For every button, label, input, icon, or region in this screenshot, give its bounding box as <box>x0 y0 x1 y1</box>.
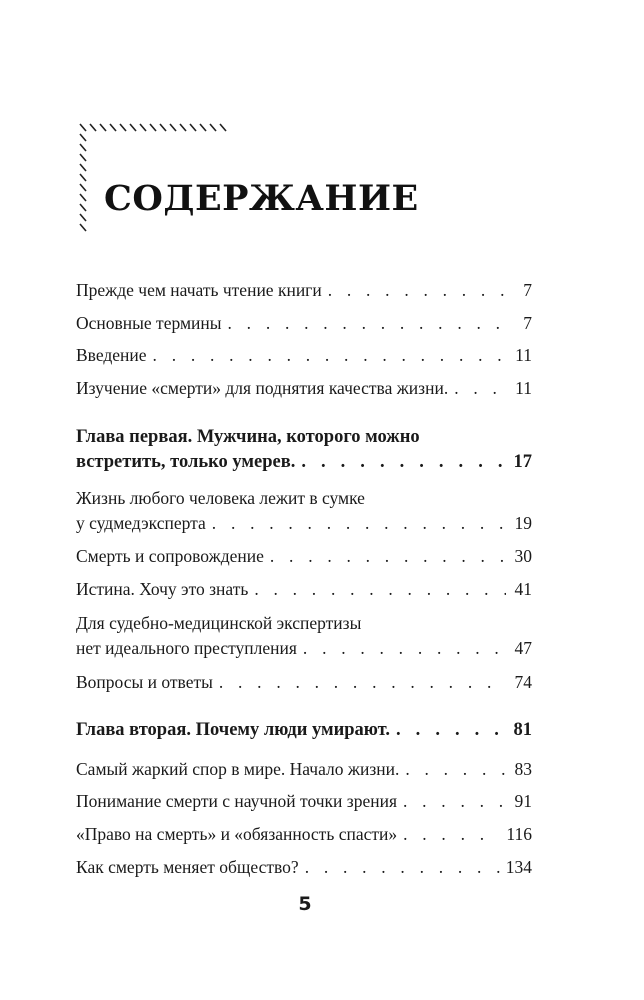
toc-page-number: 83 <box>514 759 533 779</box>
toc-entry-title: нет идеального преступления <box>76 638 297 658</box>
toc-page-number: 11 <box>515 345 532 365</box>
dot-leader <box>254 577 506 602</box>
dot-leader <box>228 311 506 336</box>
toc-entry-title: Самый жаркий спор в мире. Начало жизни. <box>76 759 400 779</box>
dot-leader <box>328 278 506 303</box>
toc-entry-title-line: Для судебно-медицинской экспертизы <box>76 613 362 633</box>
toc-chapter-entry: Глава вторая. Почему люди умирают. 81 <box>76 718 532 743</box>
toc-page-number: 17 <box>513 452 533 472</box>
dot-leader <box>212 511 506 536</box>
toc-entry-title: Глава вторая. Почему люди умирают. <box>76 720 391 740</box>
toc-entry-title: Изучение «смерти» для поднятия качества … <box>76 378 449 398</box>
toc-page-number: 116 <box>506 824 532 844</box>
page-title: СОДЕРЖАНИЕ <box>104 178 419 219</box>
toc-entry-title: Вопросы и ответы <box>76 672 213 692</box>
dot-leader <box>270 544 506 569</box>
page-number: 5 <box>298 893 312 915</box>
toc-entry-title: Истина. Хочу это знать <box>76 579 249 599</box>
dot-leader <box>405 757 506 782</box>
toc-entry: Понимание смерти с научной точки зрения 9… <box>76 789 532 814</box>
toc-page-number: 11 <box>515 378 532 398</box>
toc-entry: Для судебно-медицинской экспертизы нет ид… <box>76 611 532 661</box>
dot-leader <box>153 343 506 368</box>
toc-entry: Изучение «смерти» для поднятия качества … <box>76 376 532 401</box>
toc-entry: Вопросы и ответы 74 <box>76 670 532 695</box>
dot-leader <box>219 670 506 695</box>
dot-leader <box>301 450 506 475</box>
toc-page-number: 91 <box>514 791 533 811</box>
toc-page-number: 81 <box>513 720 533 740</box>
toc-entry: Основные термины 7 <box>76 311 532 336</box>
dot-leader <box>396 718 506 743</box>
toc-entry: Жизнь любого человека лежит в сумке у суд… <box>76 486 532 536</box>
toc-page-number: 7 <box>523 280 532 300</box>
dot-leader <box>303 636 506 661</box>
toc-entry-title: Смерть и сопровождение <box>76 546 264 566</box>
toc-entry: Смерть и сопровождение 30 <box>76 544 532 569</box>
toc-page-number: 19 <box>514 513 533 533</box>
dot-leader <box>403 822 500 847</box>
dot-leader <box>454 376 506 401</box>
toc-entry-title-line: Жизнь любого человека лежит в сумке <box>76 488 365 508</box>
toc-entry-title: Прежде чем начать чтение книги <box>76 280 322 300</box>
toc-page-number: 41 <box>514 579 533 599</box>
toc-entry-title: Введение <box>76 345 147 365</box>
toc-entry-title: у судмедэксперта <box>76 513 206 533</box>
toc-entry-title: «Право на смерть» и «обязанность спасти» <box>76 824 398 844</box>
toc-entry: Как смерть меняет общество? 134 <box>76 855 532 880</box>
toc-page-number: 30 <box>514 546 533 566</box>
toc-page-number: 47 <box>514 638 533 658</box>
toc-entry: Истина. Хочу это знать 41 <box>76 577 532 602</box>
toc-page-number: 74 <box>514 672 533 692</box>
dot-leader <box>305 855 500 880</box>
toc-entry-title: встретить, только умерев. <box>76 452 296 472</box>
toc-entry: «Право на смерть» и «обязанность спасти»… <box>76 822 532 847</box>
toc-chapter-entry: Глава первая. Мужчина, которого можно вст… <box>76 425 532 475</box>
toc-page-number: 134 <box>505 857 532 877</box>
toc-entry: Прежде чем начать чтение книги 7 <box>76 278 532 303</box>
toc-entry-title: Понимание смерти с научной точки зрения <box>76 791 397 811</box>
dot-leader <box>403 789 506 814</box>
toc-entry: Введение 11 <box>76 343 532 368</box>
toc-entry-title-line: Глава первая. Мужчина, которого можно <box>76 427 420 447</box>
toc-entry: Самый жаркий спор в мире. Начало жизни. 8… <box>76 757 532 782</box>
toc-entry-title: Как смерть меняет общество? <box>76 857 299 877</box>
toc-page-number: 7 <box>523 313 532 333</box>
toc-entry-title: Основные термины <box>76 313 222 333</box>
